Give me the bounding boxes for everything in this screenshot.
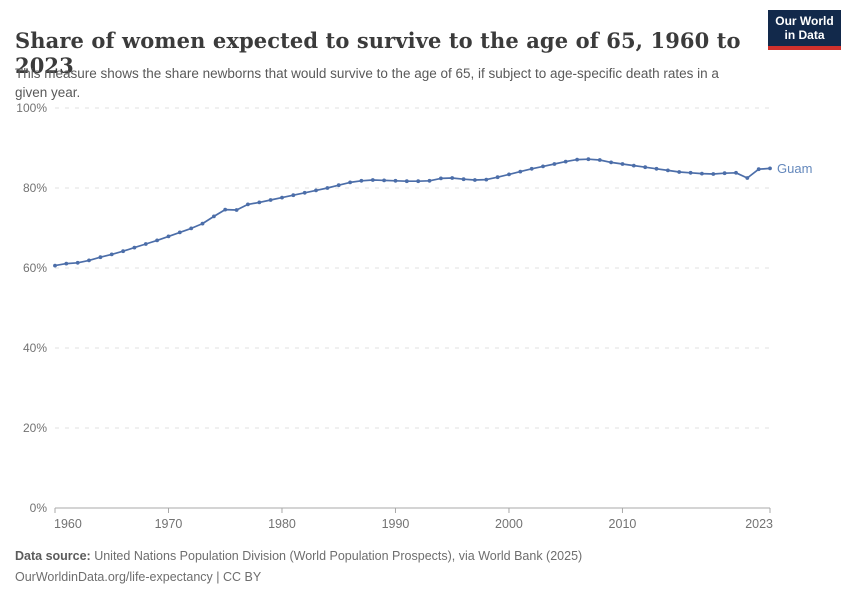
data-point-1963 (87, 258, 91, 263)
x-tick-label-1980: 1980 (268, 517, 296, 531)
data-point-1996 (461, 177, 466, 182)
x-tick-label-2000: 2000 (495, 517, 523, 531)
data-point-1994 (439, 176, 443, 181)
data-point-2021 (745, 176, 750, 180)
data-point-1972 (189, 226, 194, 231)
x-tick-label-1960: 1960 (54, 517, 82, 531)
x-tick-label-1970: 1970 (155, 517, 183, 531)
data-point-1978 (257, 200, 262, 205)
y-tick-label-20: 20% (23, 421, 47, 435)
x-tick-label-2023: 2023 (745, 517, 773, 531)
data-point-2017 (700, 171, 704, 176)
data-point-1984 (325, 186, 330, 190)
data-point-2008 (597, 158, 602, 162)
series-line-guam[interactable] (54, 158, 771, 267)
data-point-1998 (484, 177, 489, 182)
data-point-2023 (768, 166, 772, 171)
data-point-1980 (280, 195, 284, 200)
data-point-2001 (518, 169, 523, 174)
data-point-1981 (291, 193, 296, 198)
chart-title: Share of women expected to survive to th… (15, 28, 741, 79)
data-point-1968 (143, 242, 148, 246)
datasource-text: United Nations Population Division (Worl… (90, 549, 583, 563)
entity-label-guam[interactable]: Guam (777, 161, 812, 176)
x-tick-label-2010: 2010 (609, 517, 637, 531)
data-point-1974 (212, 214, 216, 219)
data-point-1987 (359, 178, 364, 183)
data-point-2009 (609, 160, 613, 165)
data-point-2005 (563, 159, 568, 164)
datasource-label: Data source: (15, 549, 91, 563)
data-point-1964 (98, 255, 103, 260)
data-point-2020 (734, 170, 738, 175)
data-point-2014 (666, 168, 670, 173)
data-point-2019 (722, 171, 727, 176)
data-point-2018 (711, 172, 716, 176)
data-point-2002 (529, 166, 534, 171)
data-point-2010 (620, 162, 625, 166)
data-point-1967 (132, 245, 137, 250)
data-point-1960 (53, 263, 57, 268)
data-point-1989 (382, 178, 386, 183)
data-point-1993 (427, 178, 432, 183)
data-point-1990 (393, 178, 398, 183)
data-point-2011 (631, 163, 636, 168)
data-point-1991 (404, 179, 409, 184)
datasource-line: Data source: United Nations Population D… (15, 546, 835, 567)
data-point-1999 (495, 175, 500, 180)
data-point-2003 (541, 164, 545, 169)
chart-footer: Data source: United Nations Population D… (15, 546, 835, 587)
data-point-1983 (314, 188, 318, 193)
owid-logo-line1: Our World (775, 13, 834, 28)
data-point-2007 (586, 157, 591, 162)
data-point-1970 (166, 234, 171, 239)
data-point-1976 (234, 208, 239, 212)
data-point-1992 (416, 179, 421, 184)
data-point-1975 (223, 207, 228, 212)
x-tick-label-1990: 1990 (382, 517, 410, 531)
data-point-1971 (177, 230, 182, 235)
y-tick-label-80: 80% (23, 181, 47, 195)
data-point-1969 (155, 238, 160, 243)
data-point-1966 (121, 249, 125, 254)
data-point-2012 (643, 165, 648, 170)
data-point-1979 (268, 198, 273, 202)
data-point-1997 (473, 178, 477, 182)
data-point-2016 (688, 170, 693, 175)
owid-logo-line2: in Data (784, 28, 825, 42)
data-point-1982 (302, 190, 307, 195)
data-point-2022 (756, 167, 761, 172)
data-point-1961 (64, 261, 69, 266)
data-point-1977 (246, 202, 250, 207)
owid-logo[interactable]: Our World in Data (768, 10, 841, 50)
data-point-1995 (450, 176, 455, 180)
data-point-1985 (336, 183, 341, 188)
y-tick-label-60: 60% (23, 261, 47, 275)
chart-subtitle: This measure shows the share newborns th… (15, 65, 719, 101)
data-point-1988 (370, 178, 375, 182)
data-point-2013 (654, 166, 659, 171)
data-point-1965 (109, 252, 114, 257)
data-point-2015 (677, 170, 682, 174)
data-point-2004 (552, 162, 557, 166)
y-tick-label-0: 0% (30, 501, 48, 515)
y-tick-label-100: 100% (16, 101, 47, 115)
data-point-2000 (507, 172, 511, 177)
data-point-1962 (75, 260, 80, 265)
y-tick-label-40: 40% (23, 341, 47, 355)
data-point-1986 (348, 180, 352, 185)
data-point-1973 (200, 221, 205, 226)
attribution-line[interactable]: OurWorldinData.org/life-expectancy | CC … (15, 569, 262, 584)
data-point-2006 (575, 157, 579, 162)
